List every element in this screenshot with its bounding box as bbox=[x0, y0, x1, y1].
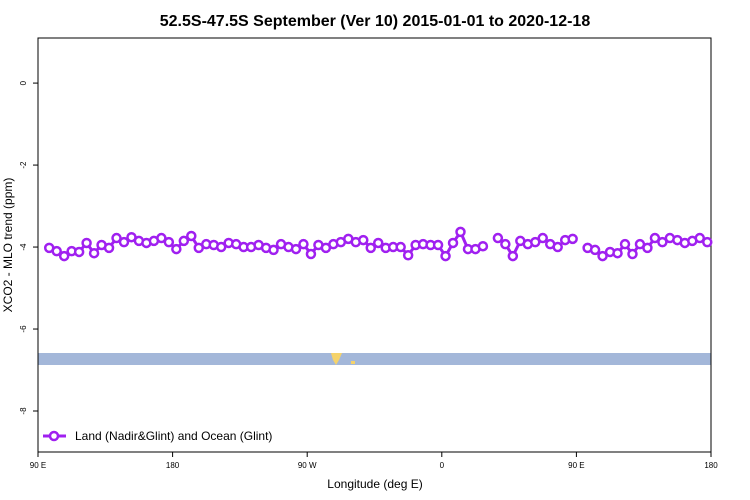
x-tick-label: 90 E bbox=[568, 461, 584, 470]
y-tick-label: -4 bbox=[19, 243, 28, 251]
point bbox=[492, 232, 504, 244]
point bbox=[552, 241, 563, 253]
point bbox=[567, 233, 578, 245]
point bbox=[612, 247, 623, 259]
point bbox=[657, 236, 668, 248]
x-tick-label: 180 bbox=[704, 461, 718, 470]
point bbox=[73, 246, 85, 258]
point bbox=[365, 242, 377, 254]
point bbox=[702, 236, 713, 248]
point bbox=[305, 248, 317, 260]
point bbox=[156, 232, 167, 244]
legend-label: Land (Nadir&Glint) and Ocean (Glint) bbox=[75, 429, 272, 443]
land-mark bbox=[351, 361, 355, 364]
point bbox=[537, 232, 548, 244]
point bbox=[81, 237, 92, 249]
point bbox=[447, 237, 459, 249]
point bbox=[649, 232, 661, 244]
x-axis-label: Longitude (deg E) bbox=[327, 477, 422, 491]
point bbox=[186, 230, 197, 242]
x-tick-label: 90 W bbox=[298, 461, 317, 470]
point bbox=[51, 245, 62, 257]
point bbox=[589, 244, 601, 256]
point bbox=[290, 243, 302, 255]
point bbox=[402, 249, 414, 261]
surface-band bbox=[38, 353, 711, 365]
legend-marker bbox=[48, 430, 60, 442]
y-tick-label: -6 bbox=[19, 325, 28, 333]
point bbox=[500, 238, 511, 250]
y-axis-label: XCO2 - MLO trend (ppm) bbox=[1, 178, 15, 313]
point bbox=[440, 250, 451, 262]
point bbox=[507, 250, 519, 262]
point bbox=[432, 239, 444, 251]
point bbox=[358, 234, 369, 246]
y-tick-label: 0 bbox=[19, 80, 28, 85]
point bbox=[455, 226, 466, 238]
point bbox=[530, 236, 541, 248]
point bbox=[477, 240, 489, 252]
point bbox=[694, 232, 706, 244]
y-tick-label: -8 bbox=[19, 407, 28, 415]
x-tick-label: 90 E bbox=[30, 461, 46, 470]
point bbox=[163, 236, 175, 248]
x-tick-label: 0 bbox=[440, 461, 445, 470]
point bbox=[88, 247, 100, 259]
y-tick-label: -2 bbox=[19, 161, 28, 169]
chart-title: 52.5S-47.5S September (Ver 10) 2015-01-0… bbox=[160, 13, 591, 30]
point bbox=[111, 232, 122, 244]
x-tick-label: 180 bbox=[166, 461, 180, 470]
point bbox=[58, 250, 70, 262]
point bbox=[215, 241, 227, 253]
point bbox=[372, 237, 384, 249]
point bbox=[171, 243, 182, 255]
point bbox=[103, 242, 115, 254]
point bbox=[118, 236, 130, 248]
point bbox=[627, 248, 638, 260]
point bbox=[178, 235, 190, 247]
point bbox=[597, 250, 608, 262]
point bbox=[619, 238, 631, 250]
land-mark bbox=[331, 353, 342, 365]
point bbox=[268, 244, 279, 256]
point bbox=[298, 238, 309, 250]
point bbox=[395, 241, 406, 253]
point bbox=[642, 242, 653, 254]
